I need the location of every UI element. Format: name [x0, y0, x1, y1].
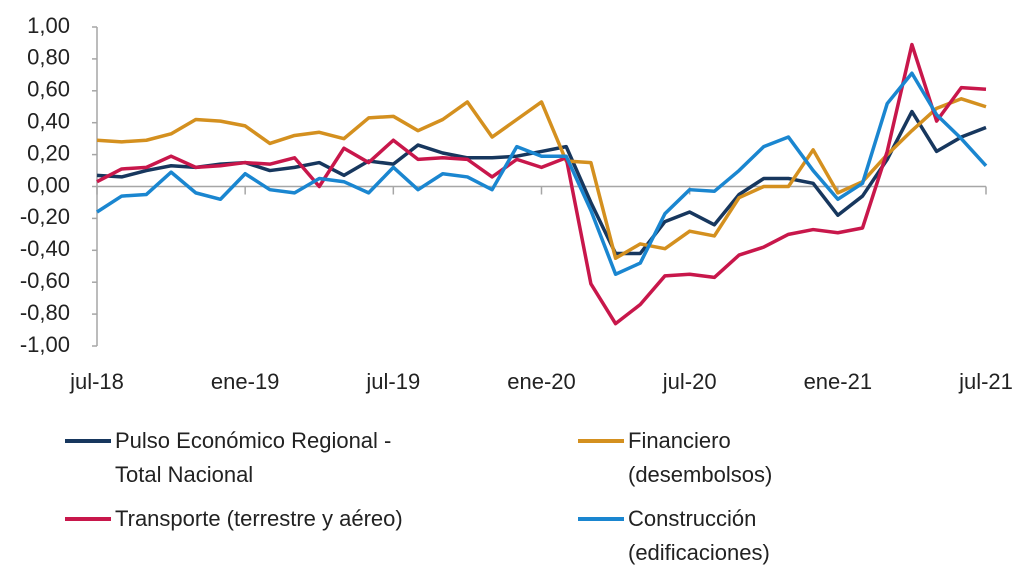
x-tick-label: jul-18	[69, 369, 124, 394]
x-tick-label: jul-21	[958, 369, 1013, 394]
legend-swatch	[65, 439, 111, 443]
series-line	[96, 109, 987, 256]
x-tick-label: ene-20	[507, 369, 576, 394]
y-tick-label: 0,20	[27, 140, 70, 165]
y-tick-label: -0,40	[20, 236, 70, 261]
legend-swatch	[578, 439, 624, 443]
y-tick-label: -0,80	[20, 300, 70, 325]
series-line	[96, 42, 987, 326]
y-tick-label: -0,60	[20, 268, 70, 293]
series-line	[96, 71, 988, 276]
legend-item: Construcción (edificaciones)	[578, 502, 808, 570]
legend-item: Transporte (terrestre y aéreo)	[65, 502, 405, 536]
x-tick-label: ene-19	[211, 369, 280, 394]
legend-label: Construcción (edificaciones)	[628, 506, 770, 565]
series-line	[96, 97, 987, 261]
y-tick-label: -0,20	[20, 204, 70, 229]
y-tick-label: -1,00	[20, 332, 70, 357]
legend-swatch	[65, 517, 111, 521]
x-tick-label: jul-20	[662, 369, 717, 394]
legend-label: Financiero (desembolsos)	[628, 428, 773, 487]
legend-item: Pulso Económico Regional - Total Naciona…	[65, 424, 435, 492]
legend-swatch	[578, 517, 624, 521]
x-tick-label: ene-21	[804, 369, 873, 394]
legend-item: Financiero (desembolsos)	[578, 424, 808, 492]
x-tick-label: jul-19	[365, 369, 420, 394]
chart: 1,00 0,80 0,60 0,40 0,20 0,00 -0,20 -0,40 -0,60 -…	[20, 13, 1013, 394]
legend-label: Transporte (terrestre y aéreo)	[115, 506, 403, 531]
y-tick-label: 0,60	[27, 77, 70, 102]
y-tick-label: 0,00	[27, 172, 70, 197]
y-tick-label: 0,80	[27, 45, 70, 70]
legend-label: Pulso Económico Regional - Total Naciona…	[115, 428, 392, 487]
y-tick-label: 0,40	[27, 109, 70, 134]
y-tick-label: 1,00	[27, 13, 70, 38]
